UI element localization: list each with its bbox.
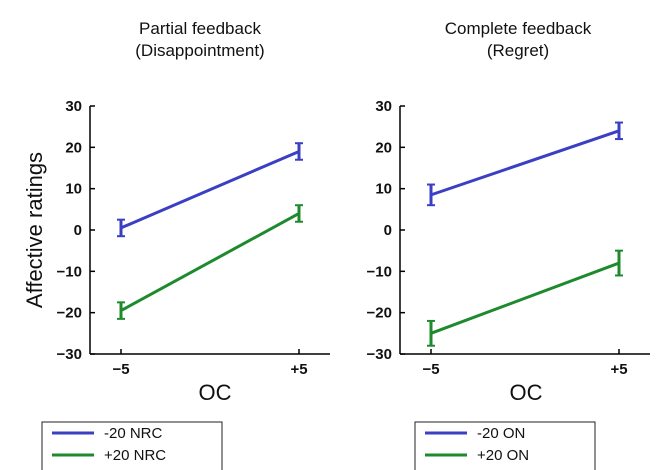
x-tick-label: +5 xyxy=(290,361,307,378)
y-tick-label: 30 xyxy=(65,98,82,115)
y-tick-label: 20 xyxy=(65,139,82,156)
chart-panel-2: Complete feedback (Regret) 30 20 10 0 −10 −20 −3… xyxy=(367,19,650,470)
y-tick-label: −30 xyxy=(367,346,392,363)
series-1 xyxy=(117,142,303,238)
x-tick-label: +5 xyxy=(610,361,627,378)
chart-title-line: Partial feedback xyxy=(139,19,261,38)
series-1 xyxy=(427,121,623,207)
y-tick-label: 30 xyxy=(375,98,392,115)
chart-title-line: Complete feedback xyxy=(445,19,592,38)
series-2 xyxy=(117,204,303,320)
legend-box xyxy=(41,421,223,470)
legend-label: +20 ON xyxy=(477,447,529,464)
x-axis-label: OC xyxy=(510,380,543,405)
y-tick-label: 20 xyxy=(375,139,392,156)
chart-title-line: (Regret) xyxy=(487,41,549,60)
y-tick-label: −10 xyxy=(57,263,82,280)
legend-label: -20 ON xyxy=(477,425,525,442)
series-line xyxy=(120,150,300,230)
series-line xyxy=(120,212,300,312)
y-tick-label: −20 xyxy=(57,305,82,322)
y-tick-label: 0 xyxy=(384,222,392,239)
legend: -20 ON +20 ON xyxy=(414,421,596,470)
series-2 xyxy=(427,249,623,347)
chart-panel-1: Partial feedback (Disappointment) 30 20 10 0 −… xyxy=(22,19,330,470)
y-tick-label: 10 xyxy=(65,181,82,198)
y-axis-label: Affective ratings xyxy=(22,152,47,308)
x-tick-label: −5 xyxy=(422,361,439,378)
x-tick-label: −5 xyxy=(112,361,129,378)
legend-label: -20 NRC xyxy=(104,425,163,442)
series-line xyxy=(430,129,620,197)
y-tick-label: 0 xyxy=(74,222,82,239)
legend-label: +20 NRC xyxy=(104,447,166,464)
series-line xyxy=(430,261,620,335)
legend: -20 NRC +20 NRC xyxy=(41,421,223,470)
y-tick-label: −30 xyxy=(57,346,82,363)
y-tick-label: −10 xyxy=(367,263,392,280)
y-tick-label: −20 xyxy=(367,305,392,322)
chart-title-line: (Disappointment) xyxy=(135,41,264,60)
y-tick-label: 10 xyxy=(375,181,392,198)
x-axis-label: OC xyxy=(199,380,232,405)
legend-box xyxy=(414,421,596,470)
